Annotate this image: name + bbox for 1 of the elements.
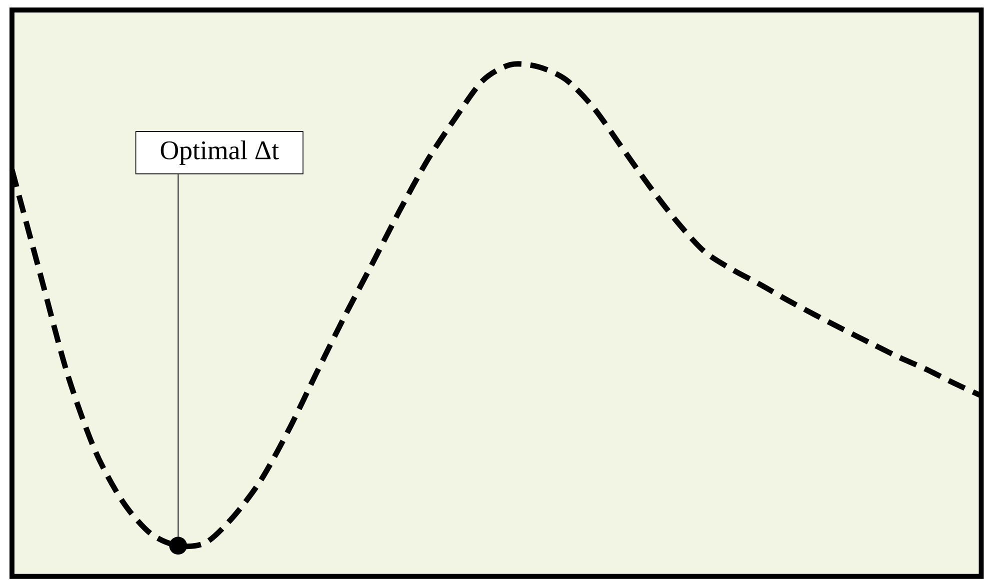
annotation: Optimal Δt	[160, 140, 279, 165]
